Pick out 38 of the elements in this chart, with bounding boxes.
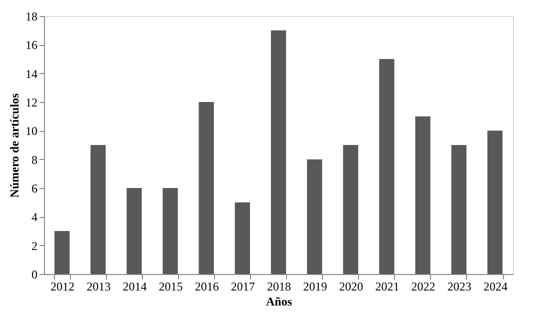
bar [307, 159, 322, 274]
y-tick-label: 10 [26, 124, 38, 138]
y-axis-title: Número de artículos [8, 92, 22, 198]
y-tick-label: 14 [26, 66, 38, 81]
bar [90, 145, 106, 274]
bar [379, 59, 394, 274]
x-tick-label: 2016 [194, 280, 219, 294]
bar [415, 116, 430, 274]
x-tick-label: 2021 [375, 280, 400, 294]
y-tick-label: 0 [32, 268, 38, 282]
y-tick-label: 2 [32, 238, 38, 253]
bar [126, 188, 142, 274]
y-tick-label: 8 [32, 152, 38, 167]
y-tick-label: 6 [32, 182, 38, 196]
bar [487, 130, 503, 274]
x-tick-label: 2014 [122, 280, 147, 294]
x-tick-label: 2017 [230, 280, 255, 294]
x-tick-label: 2018 [267, 280, 291, 294]
x-tick-label: 2012 [50, 280, 75, 294]
x-tick-label: 2015 [158, 280, 183, 294]
x-tick-label: 2022 [411, 280, 436, 294]
y-tick-label: 4 [32, 210, 38, 224]
y-tick-label: 16 [26, 38, 38, 52]
bar [198, 102, 214, 274]
x-tick-label: 2024 [483, 280, 508, 294]
bar [343, 145, 358, 274]
x-tick-label: 2020 [339, 280, 364, 294]
bar [270, 30, 286, 274]
bar [54, 231, 70, 274]
bar [162, 188, 178, 274]
x-axis-title: Años [266, 294, 292, 308]
y-tick-label: 18 [26, 10, 38, 24]
bar [451, 145, 466, 274]
x-tick-label: 2023 [447, 280, 472, 294]
y-tick-label: 12 [26, 96, 38, 110]
x-tick-label: 2019 [303, 280, 328, 294]
bar [234, 202, 250, 274]
x-tick-label: 2013 [86, 280, 111, 294]
